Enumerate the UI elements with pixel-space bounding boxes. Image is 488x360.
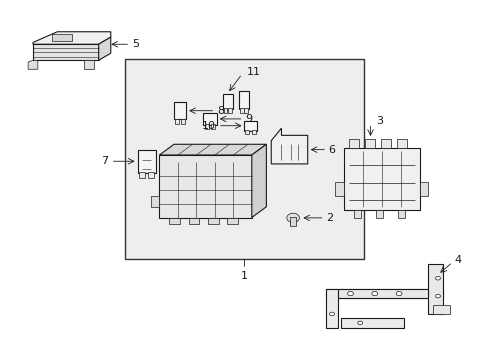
Polygon shape: [419, 182, 427, 196]
Polygon shape: [325, 289, 442, 298]
Bar: [244, 121, 257, 131]
Text: 3: 3: [376, 116, 383, 126]
Bar: [204, 124, 208, 129]
Polygon shape: [432, 305, 449, 314]
Polygon shape: [380, 139, 390, 148]
Text: 5: 5: [132, 39, 140, 49]
Text: 7: 7: [101, 156, 108, 166]
Bar: [125, 59, 363, 258]
Polygon shape: [227, 217, 238, 224]
Bar: [252, 130, 256, 134]
Bar: [222, 94, 233, 109]
Polygon shape: [207, 217, 218, 224]
Polygon shape: [84, 60, 94, 69]
Circle shape: [357, 321, 362, 325]
Circle shape: [435, 294, 440, 298]
Bar: [137, 150, 156, 173]
Polygon shape: [396, 139, 406, 148]
Polygon shape: [375, 210, 382, 217]
Text: 9: 9: [244, 114, 252, 124]
Polygon shape: [159, 155, 251, 217]
Bar: [238, 91, 249, 109]
Bar: [245, 130, 249, 134]
Polygon shape: [188, 217, 199, 224]
Text: 6: 6: [328, 145, 335, 155]
Bar: [224, 108, 227, 113]
Text: 4: 4: [453, 255, 460, 265]
Polygon shape: [397, 210, 404, 217]
Polygon shape: [150, 196, 159, 207]
Circle shape: [371, 292, 377, 296]
Text: 1: 1: [241, 271, 247, 281]
Bar: [148, 172, 154, 178]
Bar: [240, 108, 243, 113]
Bar: [203, 113, 216, 125]
Polygon shape: [338, 289, 427, 298]
Polygon shape: [159, 144, 266, 155]
Polygon shape: [251, 144, 266, 217]
Polygon shape: [169, 217, 180, 224]
Bar: [244, 108, 247, 113]
Polygon shape: [427, 264, 442, 314]
Polygon shape: [348, 139, 358, 148]
Polygon shape: [271, 128, 307, 164]
Bar: [139, 172, 145, 178]
Circle shape: [286, 213, 299, 222]
Bar: [228, 108, 231, 113]
Bar: [181, 118, 184, 124]
Polygon shape: [344, 148, 419, 210]
Circle shape: [347, 292, 353, 296]
Polygon shape: [325, 289, 338, 328]
Bar: [210, 124, 215, 129]
Polygon shape: [353, 210, 361, 217]
Text: 10: 10: [202, 121, 216, 131]
Bar: [174, 102, 186, 119]
Text: 8: 8: [217, 106, 224, 116]
Polygon shape: [99, 37, 111, 60]
Polygon shape: [33, 32, 111, 44]
Polygon shape: [28, 60, 38, 69]
Polygon shape: [33, 44, 99, 60]
Text: 11: 11: [246, 67, 261, 77]
Bar: [175, 118, 179, 124]
Polygon shape: [335, 182, 344, 196]
Text: 2: 2: [325, 213, 333, 223]
Polygon shape: [365, 139, 374, 148]
Bar: [289, 217, 295, 226]
Circle shape: [435, 276, 440, 280]
Circle shape: [395, 292, 401, 296]
Circle shape: [329, 312, 334, 316]
Polygon shape: [340, 318, 403, 328]
Bar: [52, 34, 72, 41]
